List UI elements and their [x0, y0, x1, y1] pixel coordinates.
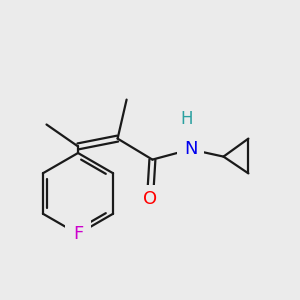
Bar [136, 185, 164, 212]
Text: F: F [73, 225, 83, 243]
Bar [177, 136, 204, 163]
Text: H: H [180, 110, 193, 128]
Bar [64, 220, 92, 248]
Bar [174, 106, 199, 132]
Text: N: N [184, 140, 197, 158]
Text: O: O [143, 190, 157, 208]
